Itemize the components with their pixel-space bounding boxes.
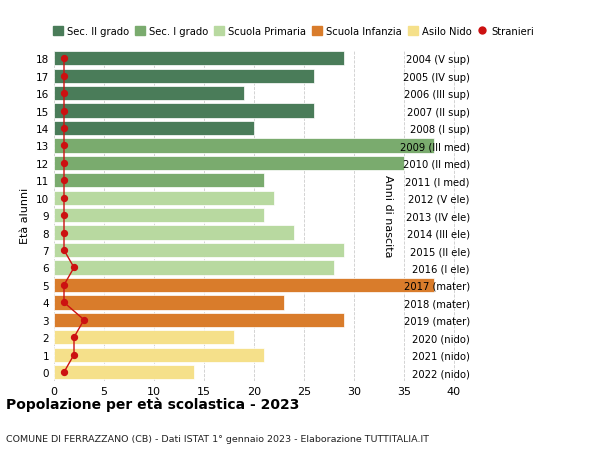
Text: Popolazione per età scolastica - 2023: Popolazione per età scolastica - 2023 — [6, 397, 299, 412]
Point — [69, 334, 79, 341]
Bar — [54, 365, 194, 380]
Point — [59, 125, 69, 133]
Bar — [54, 191, 274, 206]
Point — [79, 316, 89, 324]
Bar — [54, 278, 434, 292]
Point — [59, 177, 69, 185]
Bar — [54, 87, 244, 101]
Point — [69, 351, 79, 358]
Point — [59, 369, 69, 376]
Point — [59, 108, 69, 115]
Point — [59, 247, 69, 254]
Point — [59, 299, 69, 306]
Bar — [54, 330, 234, 345]
Bar — [54, 226, 294, 240]
Bar — [54, 174, 264, 188]
Point — [59, 142, 69, 150]
Bar — [54, 104, 314, 118]
Point — [59, 90, 69, 98]
Bar — [54, 208, 264, 223]
Y-axis label: Età alunni: Età alunni — [20, 188, 31, 244]
Bar — [54, 52, 344, 66]
Bar — [54, 348, 264, 362]
Bar — [54, 157, 404, 171]
Bar — [54, 313, 344, 327]
Point — [59, 56, 69, 63]
Point — [59, 160, 69, 167]
Bar — [54, 296, 284, 310]
Point — [59, 73, 69, 80]
Text: COMUNE DI FERRAZZANO (CB) - Dati ISTAT 1° gennaio 2023 - Elaborazione TUTTITALIA: COMUNE DI FERRAZZANO (CB) - Dati ISTAT 1… — [6, 434, 429, 443]
Point — [69, 264, 79, 272]
Point — [59, 282, 69, 289]
Bar — [54, 261, 334, 275]
Bar — [54, 122, 254, 136]
Bar — [54, 243, 344, 257]
Bar — [54, 69, 314, 84]
Bar — [54, 139, 434, 153]
Point — [59, 195, 69, 202]
Point — [59, 230, 69, 237]
Y-axis label: Anni di nascita: Anni di nascita — [383, 174, 393, 257]
Legend: Sec. II grado, Sec. I grado, Scuola Primaria, Scuola Infanzia, Asilo Nido, Stran: Sec. II grado, Sec. I grado, Scuola Prim… — [50, 25, 536, 39]
Point — [59, 212, 69, 219]
